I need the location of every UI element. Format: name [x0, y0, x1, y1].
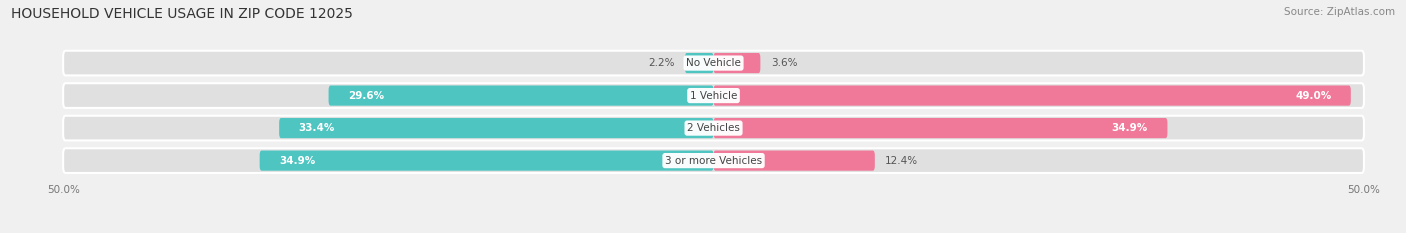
Text: 34.9%: 34.9%: [280, 156, 315, 166]
FancyBboxPatch shape: [713, 118, 1167, 138]
Text: 29.6%: 29.6%: [349, 91, 384, 101]
Text: 34.9%: 34.9%: [1112, 123, 1147, 133]
Text: 2 Vehicles: 2 Vehicles: [688, 123, 740, 133]
Text: No Vehicle: No Vehicle: [686, 58, 741, 68]
Text: 2.2%: 2.2%: [648, 58, 675, 68]
Text: Source: ZipAtlas.com: Source: ZipAtlas.com: [1284, 7, 1395, 17]
FancyBboxPatch shape: [685, 53, 713, 73]
FancyBboxPatch shape: [63, 51, 1364, 75]
FancyBboxPatch shape: [713, 53, 761, 73]
Text: 33.4%: 33.4%: [298, 123, 335, 133]
FancyBboxPatch shape: [713, 151, 875, 171]
Text: 1 Vehicle: 1 Vehicle: [690, 91, 737, 101]
FancyBboxPatch shape: [280, 118, 713, 138]
Text: HOUSEHOLD VEHICLE USAGE IN ZIP CODE 12025: HOUSEHOLD VEHICLE USAGE IN ZIP CODE 1202…: [11, 7, 353, 21]
FancyBboxPatch shape: [63, 148, 1364, 173]
FancyBboxPatch shape: [63, 83, 1364, 108]
Text: 12.4%: 12.4%: [886, 156, 918, 166]
Text: 3 or more Vehicles: 3 or more Vehicles: [665, 156, 762, 166]
FancyBboxPatch shape: [713, 86, 1351, 106]
Text: 49.0%: 49.0%: [1295, 91, 1331, 101]
FancyBboxPatch shape: [63, 116, 1364, 140]
FancyBboxPatch shape: [329, 86, 713, 106]
FancyBboxPatch shape: [260, 151, 713, 171]
Text: 3.6%: 3.6%: [770, 58, 797, 68]
